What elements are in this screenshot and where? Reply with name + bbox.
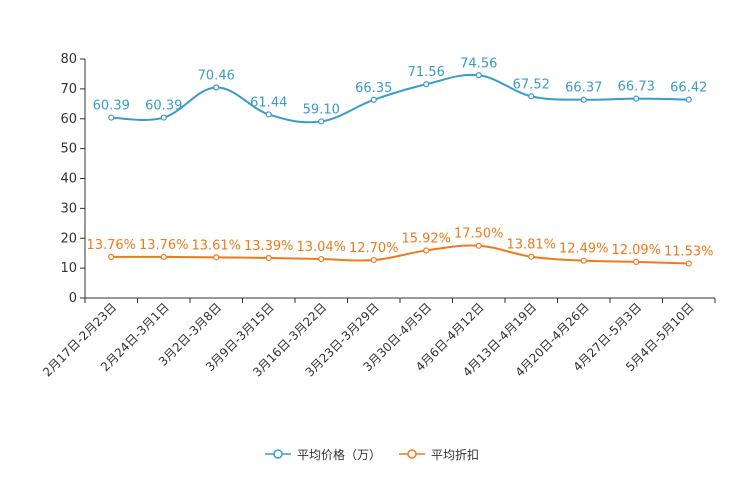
data-label: 12.70% xyxy=(349,241,399,256)
data-label: 70.46 xyxy=(198,69,235,84)
data-label: 60.39 xyxy=(145,99,182,114)
data-label: 67.52 xyxy=(513,77,550,92)
data-point xyxy=(160,114,167,121)
y-tick-label: 20 xyxy=(60,231,77,246)
data-label: 60.39 xyxy=(93,99,130,114)
data-point xyxy=(213,254,220,261)
data-label: 17.50% xyxy=(454,227,504,242)
data-point xyxy=(370,256,377,264)
data-point xyxy=(423,81,430,88)
series-1: 13.76% 13.76% 13.61% 13.39% 13.04% 12.70%15.9… xyxy=(86,227,714,267)
data-label: 66.42 xyxy=(670,81,707,96)
legend-label-discount: 平均折扣 xyxy=(431,447,480,462)
data-label: 13.81% xyxy=(506,238,556,253)
data-label: 66.35 xyxy=(355,81,392,96)
data-label: 61.44 xyxy=(250,95,287,110)
data-point xyxy=(475,242,482,249)
data-point xyxy=(528,93,535,100)
y-tick-label: 10 xyxy=(60,261,77,276)
data-label: 13.76% xyxy=(86,238,136,253)
series-0: 60.39 60.39 70.46 61.44 59.10 66.35 71.56 74.56… xyxy=(93,56,707,125)
data-label: 13.61% xyxy=(191,238,241,253)
data-point xyxy=(423,247,430,254)
data-label: 13.39% xyxy=(244,239,294,254)
data-point xyxy=(633,258,640,265)
data-label: 74.56 xyxy=(460,56,497,71)
series-line xyxy=(111,244,689,265)
data-point xyxy=(685,96,692,103)
data-point xyxy=(318,255,325,263)
data-point xyxy=(265,254,272,262)
data-point xyxy=(580,257,587,264)
legend-marker-discount xyxy=(399,449,425,459)
data-point xyxy=(213,84,220,91)
data-point xyxy=(528,253,535,260)
data-label: 15.92% xyxy=(401,231,451,246)
data-label: 66.37 xyxy=(565,81,602,96)
data-point xyxy=(108,253,115,260)
y-tick-label: 0 xyxy=(69,291,77,306)
legend-item-price[interactable]: 平均价格（万） xyxy=(264,446,381,463)
y-tick-label: 70 xyxy=(60,82,77,97)
legend-marker-price xyxy=(264,449,291,459)
y-tick-label: 80 xyxy=(60,52,77,67)
data-label: 13.04% xyxy=(296,240,346,255)
data-point xyxy=(633,95,640,102)
data-point xyxy=(160,253,167,260)
data-label: 66.73 xyxy=(618,80,655,95)
data-point xyxy=(108,114,115,121)
data-point xyxy=(475,72,482,79)
y-tick-label: 60 xyxy=(60,112,77,127)
y-tick-label: 30 xyxy=(60,201,77,216)
data-label: 59.10 xyxy=(303,102,340,117)
data-point xyxy=(318,118,325,125)
data-point xyxy=(580,96,587,103)
legend-item-discount[interactable]: 平均折扣 xyxy=(399,446,479,463)
data-label: 71.56 xyxy=(408,65,445,80)
data-label: 13.76% xyxy=(139,238,189,253)
data-label: 12.09% xyxy=(611,243,661,258)
data-label: 11.53% xyxy=(664,245,714,260)
y-tick-label: 40 xyxy=(60,172,77,187)
data-point xyxy=(685,260,692,267)
series-layer: 60.39 60.39 70.46 61.44 59.10 66.35 71.56 74.56… xyxy=(86,56,714,267)
axes: 010203040506070802月17日-2月23日2月24日-3月1日3月… xyxy=(40,52,716,380)
legend-label-price: 平均价格（万） xyxy=(296,447,381,462)
data-label: 12.49% xyxy=(559,242,609,257)
data-point xyxy=(370,96,377,103)
data-point xyxy=(265,111,272,118)
y-tick-label: 50 xyxy=(60,142,77,157)
legend: 平均价格（万） 平均折扣 xyxy=(0,444,744,464)
